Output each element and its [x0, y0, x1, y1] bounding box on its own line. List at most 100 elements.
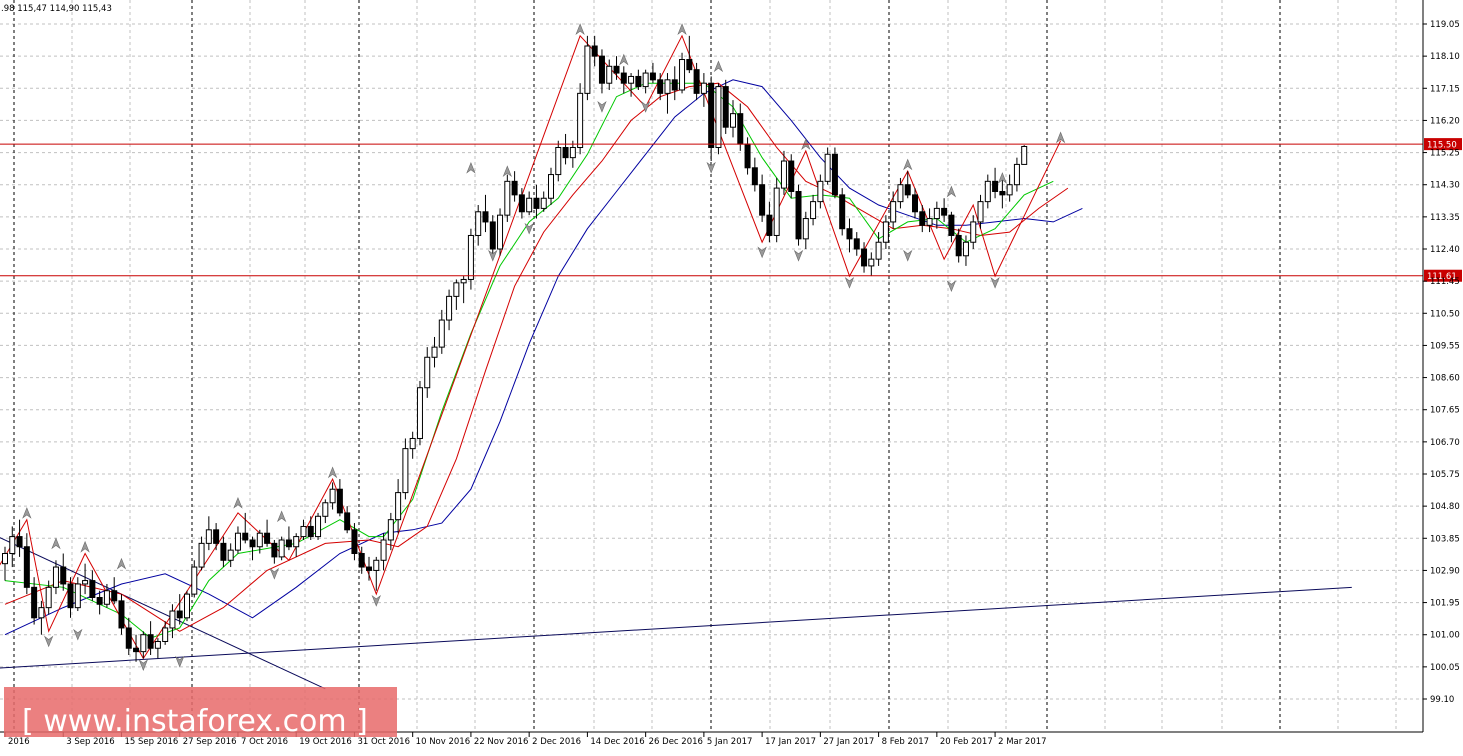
- candle-body: [700, 82, 707, 94]
- candle-body: [562, 146, 569, 159]
- price-tick-label: 112.40: [1430, 245, 1460, 255]
- candle-body: [708, 82, 715, 148]
- candle-body: [285, 539, 292, 548]
- candle-body: [213, 529, 220, 544]
- candle: [315, 512, 322, 540]
- price-tick-label: 109.55: [1430, 341, 1460, 351]
- time-tick-label: 27 Sep 2016: [183, 737, 237, 747]
- candle: [249, 536, 256, 561]
- time-tick-label: 27 Jan 2017: [823, 737, 874, 747]
- candle-body: [169, 610, 176, 629]
- candle: [511, 171, 518, 202]
- candle: [846, 218, 853, 253]
- trendlines[interactable]: [0, 533, 1352, 690]
- candle-body: [795, 190, 802, 240]
- candle: [773, 177, 780, 243]
- time-tick-label: 10 Nov 2016: [416, 737, 470, 747]
- candle: [992, 167, 999, 199]
- candle: [351, 523, 358, 561]
- candle: [890, 191, 897, 229]
- candle-body: [467, 234, 474, 280]
- candle: [1013, 157, 1020, 192]
- fractal-down-marker: [73, 628, 83, 641]
- candle: [613, 56, 620, 80]
- candle-body: [810, 201, 817, 220]
- candle-body: [424, 356, 431, 389]
- candle-body: [402, 448, 409, 494]
- candle-body: [482, 211, 489, 223]
- candle: [642, 69, 649, 94]
- price-tick-label: 116.20: [1430, 116, 1460, 126]
- candle-body: [839, 194, 846, 230]
- candle: [962, 235, 969, 266]
- candle: [730, 100, 736, 138]
- candle: [904, 171, 911, 199]
- candle: [198, 536, 205, 571]
- candle-body: [307, 525, 314, 538]
- level-label-bg: [1424, 138, 1462, 151]
- fractal-down-marker: [903, 249, 913, 262]
- time-tick-label: 14 Dec 2016: [590, 737, 644, 747]
- candle: [788, 154, 795, 199]
- price-axis: 119.05 118.10 117.15 116.20 115.25 114.30 113.…: [1423, 20, 1460, 705]
- candle-body: [606, 65, 613, 84]
- candle-body: [955, 234, 962, 257]
- trendline[interactable]: [0, 533, 326, 690]
- candle: [358, 546, 365, 574]
- candle: [475, 205, 482, 246]
- candle-body: [409, 437, 416, 450]
- candle: [679, 52, 686, 94]
- candle: [38, 600, 45, 635]
- zigzag-line: [0, 34, 1062, 660]
- candle: [591, 35, 598, 67]
- fractal-up-marker: [51, 537, 61, 550]
- watermark: [ www.instaforex.com ]: [4, 687, 397, 739]
- candle: [23, 533, 30, 595]
- grid-lines: [0, 0, 1423, 732]
- price-tick-label: 103.85: [1430, 534, 1460, 544]
- time-tick-label: 8 Feb 2017: [882, 737, 930, 747]
- fractal-up-marker: [619, 53, 629, 66]
- candle-body: [475, 211, 482, 236]
- price-tick-label: 99.10: [1430, 695, 1454, 705]
- candle-body: [598, 55, 605, 84]
- candle-body: [278, 539, 285, 558]
- time-axis: 2016 3 Sep 2016 15 Sep 2016 27 Sep 2016 7 Oc…: [4, 732, 1047, 747]
- candle: [74, 577, 81, 612]
- candle: [700, 73, 707, 107]
- candle-body: [31, 586, 38, 619]
- candle-body: [751, 167, 758, 186]
- candle: [373, 556, 380, 591]
- candle-body: [103, 590, 110, 605]
- candle: [606, 59, 613, 90]
- candle-body: [868, 258, 875, 267]
- candle-body: [220, 542, 227, 561]
- horizontal-levels[interactable]: 115.50 111.61: [0, 138, 1462, 282]
- price-tick-label: 111.45: [1430, 277, 1460, 287]
- candle-body: [861, 248, 868, 267]
- price-tick-label: 107.65: [1430, 406, 1460, 416]
- candle: [67, 577, 74, 618]
- candle-body: [882, 221, 889, 243]
- candle: [562, 133, 569, 165]
- fractal-down-marker: [990, 276, 1000, 289]
- candle: [169, 604, 176, 639]
- candle: [147, 621, 154, 656]
- trendline[interactable]: [0, 586, 1352, 669]
- candle: [446, 289, 453, 331]
- candle: [140, 631, 147, 659]
- candle-body: [344, 512, 351, 531]
- candle-body: [38, 607, 45, 619]
- candle: [635, 69, 642, 90]
- candle: [329, 482, 336, 510]
- candle: [540, 191, 547, 212]
- candle: [482, 194, 489, 233]
- fractal-down-marker: [524, 222, 534, 235]
- candle-body: [649, 72, 656, 81]
- candle: [882, 215, 889, 249]
- candle-body: [2, 553, 8, 565]
- candle: [300, 519, 307, 540]
- fractal-down-marker: [844, 276, 855, 289]
